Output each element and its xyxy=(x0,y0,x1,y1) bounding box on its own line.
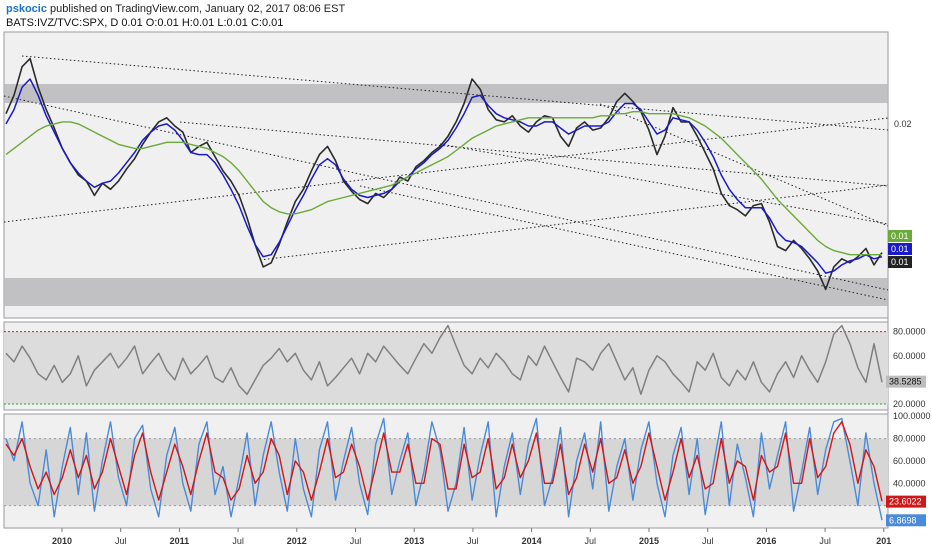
publish-line: pskocic published on TradingView.com, Ja… xyxy=(6,2,906,16)
x-tick-label: 2013 xyxy=(404,536,424,546)
series-ma_slow xyxy=(5,110,882,256)
x-tick-label: 2015 xyxy=(639,536,659,546)
last-value-badges: 0.01 0.01 0.01 38.5285 23.6022 6.8698 xyxy=(886,230,926,527)
chart-header: pskocic published on TradingView.com, Ja… xyxy=(6,2,906,30)
series-stoch_d xyxy=(5,421,883,502)
price-y-tick: 0.02 xyxy=(894,119,912,129)
x-tick-label: 201 xyxy=(876,536,891,546)
resistance-band xyxy=(4,84,888,103)
rsi-y-tick: 20.0000 xyxy=(893,399,926,409)
trend-line-3 xyxy=(259,184,889,261)
stoch-y-tick: 100.0000 xyxy=(893,411,931,421)
x-tick-label: 2014 xyxy=(522,536,542,546)
rsi-last-value-bg xyxy=(886,375,926,388)
series-lines xyxy=(5,57,883,521)
x-tick-label: Jul xyxy=(232,536,244,546)
support-resistance-bands xyxy=(4,84,888,507)
x-tick-label: Jul xyxy=(467,536,479,546)
stoch-y-tick: 40.0000 xyxy=(893,478,926,488)
x-tick-label: 2010 xyxy=(52,536,72,546)
series-stoch_k xyxy=(5,417,883,521)
series-rsi xyxy=(5,324,883,396)
symbol-line: BATS:IVZ/TVC:SPX, D 0.01 O:0.01 H:0.01 L… xyxy=(6,17,284,29)
rsi-last-value: 38.5285 xyxy=(889,377,922,387)
x-tick-label: Jul xyxy=(115,536,127,546)
publish-info: published on TradingView.com, January 02… xyxy=(46,3,346,15)
ma-slow-last-value: 0.01 xyxy=(891,231,909,241)
x-tick-label: 2011 xyxy=(170,536,190,546)
x-tick-label: Jul xyxy=(350,536,362,546)
ma-fast-last-value-bg xyxy=(888,243,912,255)
support-band xyxy=(4,278,888,306)
trend-line-4 xyxy=(3,95,889,291)
trend-line-2 xyxy=(3,117,889,223)
stoch-y-tick: 80.0000 xyxy=(893,434,926,444)
stoch-d-last-value: 23.6022 xyxy=(889,497,922,507)
x-tick-label: 2012 xyxy=(287,536,307,546)
stoch-k-last-value-bg xyxy=(886,514,926,527)
x-tick-label: Jul xyxy=(585,536,597,546)
x-tick-label: Jul xyxy=(702,536,714,546)
trend-line-7 xyxy=(599,103,889,227)
rsi-y-tick: 80.0000 xyxy=(893,327,926,337)
series-ma_fast xyxy=(5,78,883,274)
ma-slow-last-value-bg xyxy=(888,230,912,242)
trend-line-1 xyxy=(179,121,889,187)
x-tick-label: 2016 xyxy=(756,536,776,546)
ma-fast-last-value: 0.01 xyxy=(891,244,909,254)
stoch-y-tick: 60.0000 xyxy=(893,456,926,466)
x-tick-label: Jul xyxy=(819,536,831,546)
author-link[interactable]: pskocic xyxy=(6,3,47,15)
rsi-y-tick: 60.0000 xyxy=(893,351,926,361)
stoch-d-last-value-bg xyxy=(886,495,926,508)
rsi-band xyxy=(4,331,888,404)
price-last-value: 0.01 xyxy=(891,257,909,267)
price-last-value-bg xyxy=(888,256,912,268)
stoch-k-last-value: 6.8698 xyxy=(889,515,917,525)
trend-line-0 xyxy=(21,55,889,131)
trend-lines xyxy=(3,55,889,301)
panel-price xyxy=(3,31,889,319)
